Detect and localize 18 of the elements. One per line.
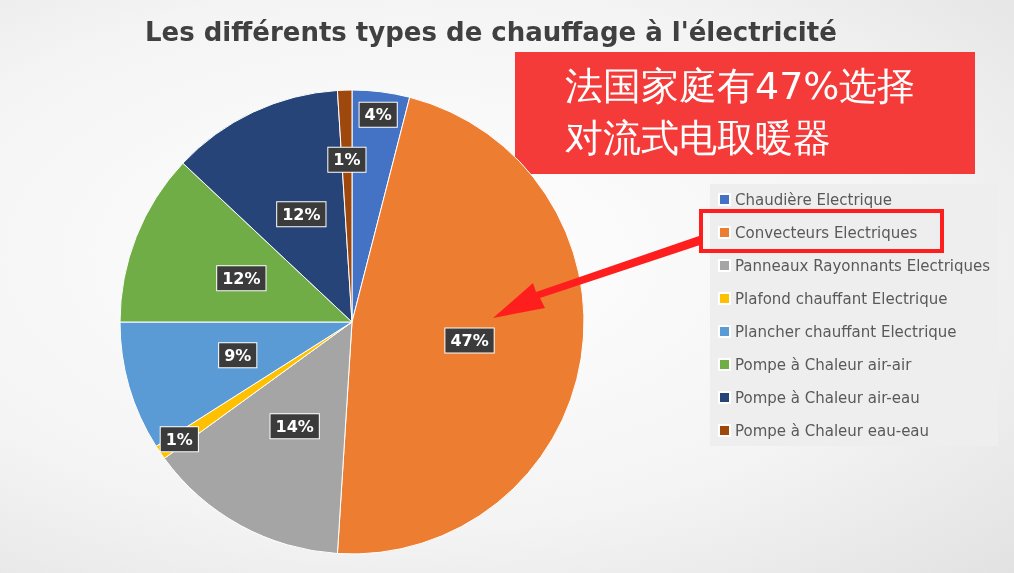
data-label: 12% bbox=[282, 204, 321, 224]
legend-label: Panneaux Rayonnants Electriques bbox=[735, 256, 991, 275]
data-label: 1% bbox=[165, 429, 193, 449]
legend-label: Pompe à Chaleur air-eau bbox=[735, 388, 920, 407]
data-label: 12% bbox=[222, 268, 261, 288]
data-label: 9% bbox=[224, 345, 252, 365]
data-label: 14% bbox=[275, 416, 314, 436]
legend-label: Pompe à Chaleur air-air bbox=[735, 355, 913, 374]
data-label: 1% bbox=[333, 150, 361, 170]
text: 法国家庭有47%选择对流式电取暖器 bbox=[565, 64, 916, 160]
legend-label: Convecteurs Electriques bbox=[735, 223, 918, 242]
legend-label: Chaudière Electrique bbox=[735, 190, 893, 209]
legend-label: Plancher chauffant Electrique bbox=[735, 322, 957, 341]
data-label: 4% bbox=[364, 105, 392, 125]
chart-title: Les différents types de chauffage à l'électricité bbox=[145, 17, 837, 47]
legend-label: Plafond chauffant Electrique bbox=[735, 289, 948, 308]
legend-label: Pompe à Chaleur eau-eau bbox=[735, 421, 930, 440]
data-label: 47% bbox=[450, 331, 489, 351]
